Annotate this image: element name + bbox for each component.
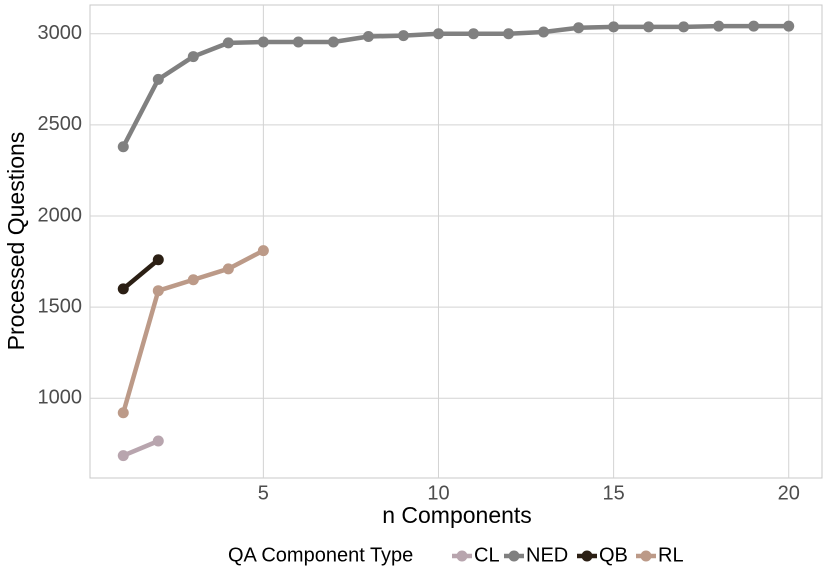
point <box>257 36 269 48</box>
point <box>713 20 725 32</box>
panel <box>89 4 823 479</box>
x-tick-label: 5 <box>258 482 269 504</box>
x-tick-label: 20 <box>778 482 800 504</box>
legend-key <box>508 550 520 562</box>
point <box>187 51 199 63</box>
legend-key <box>456 550 468 562</box>
legend-title: QA Component Type <box>228 544 413 566</box>
point <box>432 28 444 40</box>
x-tick-label: 10 <box>427 482 449 504</box>
line <box>121 23 789 148</box>
point <box>117 283 129 295</box>
point <box>362 31 374 43</box>
legend-label: RL <box>658 544 684 566</box>
point <box>257 245 269 257</box>
y-tick-label: 1500 <box>38 295 83 317</box>
point <box>783 20 795 32</box>
legend-key <box>581 550 593 562</box>
point <box>503 28 515 40</box>
y-tick-label: 1000 <box>38 386 83 408</box>
point <box>468 28 480 40</box>
point <box>748 20 760 32</box>
y-tick-label: 2000 <box>38 204 83 226</box>
point <box>292 36 304 48</box>
x-tick-label: 15 <box>602 482 624 504</box>
point <box>152 285 164 297</box>
x-axis-title: n Components <box>382 502 532 528</box>
point <box>187 274 199 286</box>
point <box>608 21 620 33</box>
point <box>117 141 129 153</box>
point <box>573 22 585 34</box>
point <box>152 435 164 447</box>
line <box>122 438 160 458</box>
point <box>152 254 164 266</box>
legend-label: CL <box>474 544 500 566</box>
point <box>152 73 164 85</box>
point <box>538 26 550 38</box>
legend-label: QB <box>599 544 628 566</box>
point <box>222 263 234 275</box>
point <box>327 36 339 48</box>
point <box>643 21 655 33</box>
point <box>222 37 234 49</box>
y-tick-label: 2500 <box>38 113 83 135</box>
legend-label: NED <box>526 544 568 566</box>
point <box>117 407 129 419</box>
y-tick-label: 3000 <box>38 22 83 44</box>
line <box>121 257 160 291</box>
point <box>397 30 409 42</box>
legend-key <box>640 550 652 562</box>
point <box>678 21 690 33</box>
point <box>117 450 129 462</box>
y-axis-title: Processed Questions <box>3 132 29 351</box>
